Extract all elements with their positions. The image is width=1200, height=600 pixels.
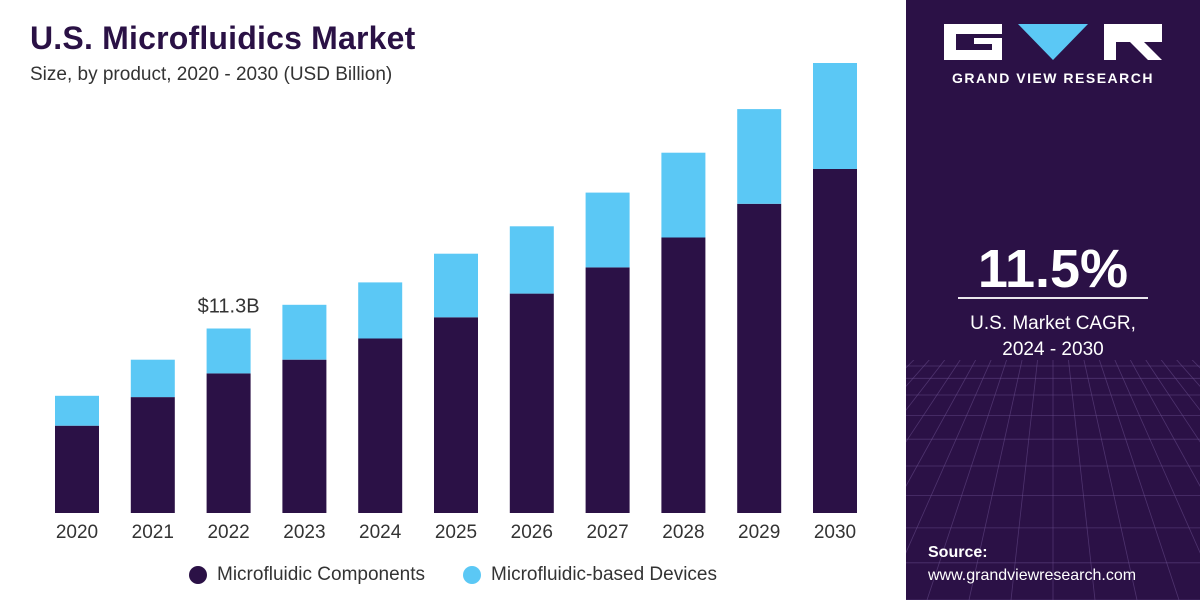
- x-tick-label-2021: 2021: [132, 522, 174, 543]
- x-tick-label-2023: 2023: [283, 522, 325, 543]
- bar-chart: 2020 2021 2022 2023 2024 2025 2026 2027 2028 2029…: [55, 63, 857, 543]
- bar-devices-2025: [434, 253, 478, 318]
- bar-devices-2028: [661, 152, 706, 238]
- bar-devices-2020: [55, 395, 99, 426]
- brand-name: GRAND VIEW RESEARCH: [952, 70, 1154, 86]
- x-tick-label-2029: 2029: [738, 522, 780, 543]
- chart-title: U.S. Microfluidics Market: [30, 20, 416, 56]
- x-tick-label-2026: 2026: [511, 522, 553, 543]
- cagr-label-line2: 2024 - 2030: [1002, 339, 1104, 360]
- x-tick-label-2025: 2025: [435, 522, 477, 543]
- bar-components-2026: [509, 293, 554, 513]
- legend-item-components: Microfluidic Components: [189, 564, 425, 586]
- bar-components-2027: [585, 267, 630, 513]
- bar-devices-2027: [585, 192, 630, 268]
- bar-devices-2022: [206, 328, 251, 374]
- x-tick-label-2022: 2022: [207, 522, 249, 543]
- bar-components-2024: [358, 338, 403, 513]
- bar-components-2021: [130, 397, 175, 513]
- legend: Microfluidic Components Microfluidic-bas…: [0, 560, 906, 590]
- source-url[interactable]: www.grandviewresearch.com: [928, 567, 1137, 584]
- legend-label-devices: Microfluidic-based Devices: [491, 564, 717, 585]
- bar-components-2028: [661, 237, 706, 513]
- chart-panel: 2020 2021 2022 2023 2024 2025 2026 2027 2028 2029…: [0, 20, 906, 590]
- bar-devices-2021: [130, 359, 175, 398]
- bar-components-2022: [206, 373, 251, 513]
- grid-floor-graphic: [906, 360, 1200, 600]
- x-tick-label-2024: 2024: [359, 522, 402, 543]
- grand-view-research-logo: [944, 24, 1162, 60]
- bar-components-2023: [282, 359, 327, 513]
- cagr-label-line1: U.S. Market CAGR,: [970, 313, 1136, 334]
- bar-devices-2030: [813, 63, 857, 169]
- cagr-divider: [958, 297, 1148, 299]
- chart-subtitle: Size, by product, 2020 - 2030 (USD Billi…: [30, 64, 393, 85]
- bar-devices-2029: [737, 109, 782, 204]
- source-title: Source:: [928, 544, 988, 561]
- legend-swatch-components: [189, 566, 207, 584]
- cagr-value: 11.5%: [977, 239, 1129, 299]
- bar-components-2020: [55, 425, 99, 513]
- x-tick-label-2030: 2030: [814, 522, 856, 543]
- bar-components-2029: [737, 203, 782, 514]
- x-tick-label-2027: 2027: [586, 522, 628, 543]
- legend-swatch-devices: [463, 566, 482, 584]
- x-tick-label-2020: 2020: [56, 522, 98, 543]
- cagr-label: U.S. Market CAGR, 2024 - 2030: [906, 311, 1200, 363]
- bar-devices-2024: [358, 282, 403, 339]
- x-tick-label-2028: 2028: [662, 522, 704, 543]
- sidebar-panel: GRAND VIEW RESEARCH 11.5% U.S. Market CA…: [906, 0, 1200, 600]
- data-label-2022: $11.3B: [198, 296, 260, 318]
- legend-label-components: Microfluidic Components: [217, 564, 426, 585]
- bar-components-2025: [434, 317, 478, 513]
- bar-devices-2023: [282, 304, 327, 360]
- legend-item-devices: Microfluidic-based Devices: [463, 564, 717, 586]
- bar-devices-2026: [509, 226, 554, 294]
- bar-components-2030: [813, 168, 857, 513]
